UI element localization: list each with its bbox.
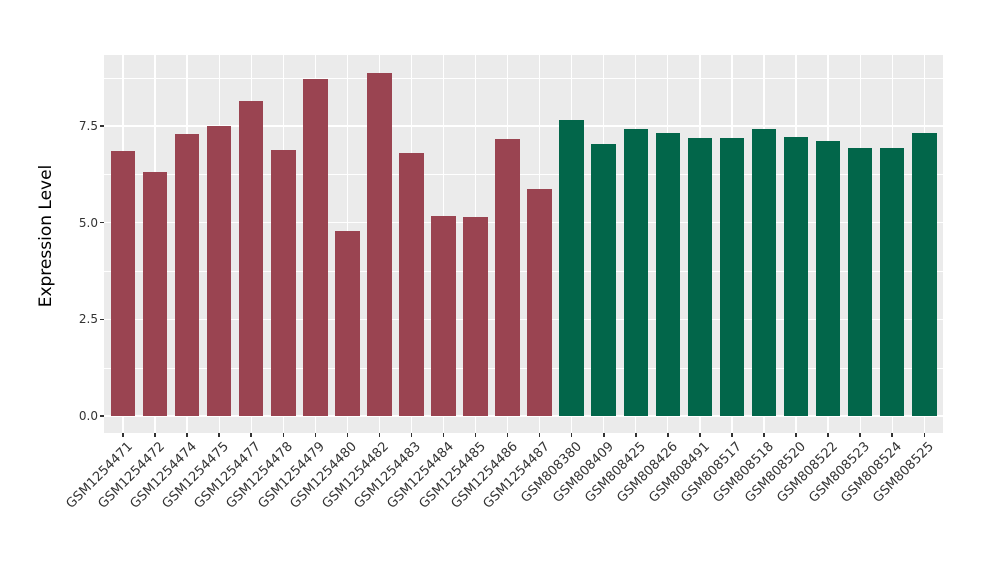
x-tick-mark (827, 433, 829, 437)
y-tick-mark (100, 221, 104, 224)
bar-GSM808525 (911, 133, 937, 416)
x-tick-mark (506, 433, 509, 437)
bar-GSM808491 (687, 138, 713, 416)
x-tick-mark (699, 433, 701, 437)
bar-GSM808517 (719, 138, 745, 416)
x-tick-mark (538, 433, 541, 437)
major-gridline (104, 125, 943, 127)
major-gridline (104, 318, 943, 320)
bar-GSM1254482 (367, 72, 392, 416)
bar-GSM1254478 (270, 149, 296, 416)
x-tick-mark (410, 433, 413, 437)
y-axis-title-text: Expression Level (36, 164, 56, 308)
x-tick-mark (859, 433, 861, 437)
bar-GSM808426 (655, 133, 681, 416)
bar-GSM1254471 (110, 151, 136, 416)
x-tick-mark (731, 433, 733, 437)
bar-GSM1254480 (335, 231, 360, 416)
x-tick-mark (570, 433, 573, 437)
bar-GSM808409 (591, 144, 617, 416)
x-tick-mark (186, 433, 188, 437)
y-tick-label: 5.0 (78, 215, 98, 230)
y-tick-mark (100, 415, 104, 417)
y-tick-label: 0.0 (78, 409, 98, 423)
bar-GSM808425 (623, 128, 649, 416)
minor-gridline (104, 77, 943, 79)
bar-GSM808380 (559, 119, 584, 416)
x-tick-mark (378, 433, 381, 437)
x-tick-mark (314, 433, 317, 437)
major-gridline (104, 221, 943, 224)
x-tick-mark (154, 433, 156, 437)
x-tick-mark (667, 433, 669, 437)
bar-GSM1254484 (431, 216, 456, 416)
x-tick-mark (250, 433, 252, 437)
x-tick-mark (795, 433, 797, 437)
bar-GSM1254486 (495, 139, 520, 416)
bar-GSM1254474 (174, 134, 200, 416)
y-tick-mark (100, 318, 104, 321)
x-tick-mark (474, 433, 477, 437)
x-tick-mark (122, 433, 124, 437)
minor-gridline (104, 174, 943, 176)
x-tick-mark (603, 433, 605, 437)
bar-GSM1254472 (142, 172, 168, 416)
x-tick-mark (218, 433, 220, 437)
minor-gridline (104, 270, 943, 272)
x-tick-mark (763, 433, 765, 437)
plot-panel (104, 55, 943, 433)
x-tick-mark (923, 433, 925, 437)
bar-GSM808522 (815, 140, 841, 416)
bar-GSM808520 (783, 137, 809, 416)
bar-GSM1254477 (238, 100, 264, 416)
x-tick-mark (442, 433, 445, 437)
major-gridline (104, 415, 943, 417)
x-tick-mark (346, 433, 349, 437)
x-tick-mark (282, 433, 284, 437)
bar-GSM1254475 (206, 125, 232, 416)
bar-GSM808523 (847, 147, 873, 416)
x-tick-mark (635, 433, 637, 437)
bar-GSM1254483 (399, 152, 424, 416)
bar-GSM1254479 (303, 78, 328, 416)
y-tick-label: 2.5 (78, 312, 98, 327)
bar-GSM1254487 (527, 189, 552, 416)
y-tick-label: 7.5 (78, 118, 98, 133)
y-tick-mark (100, 125, 104, 127)
minor-gridline (104, 367, 943, 369)
bar-GSM808524 (879, 147, 905, 416)
bar-GSM1254485 (463, 216, 488, 416)
bar-GSM808518 (751, 128, 777, 416)
x-tick-mark (891, 433, 893, 437)
